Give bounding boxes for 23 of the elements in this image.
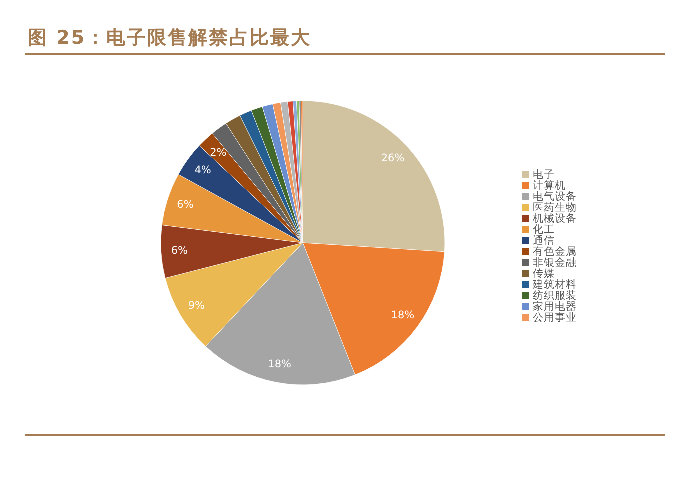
chart-title: 图 25：电子限售解禁占比最大 bbox=[28, 27, 312, 49]
data-label: 9% bbox=[188, 300, 206, 312]
legend-label: 公用事业 bbox=[533, 311, 577, 324]
data-label: 18% bbox=[268, 358, 292, 370]
data-label: 2% bbox=[210, 146, 227, 159]
data-label: 6% bbox=[177, 198, 194, 211]
data-label: 26% bbox=[381, 152, 405, 164]
legend-label: 纺织服装 bbox=[533, 289, 577, 302]
legend-label: 机械设备 bbox=[533, 212, 577, 225]
legend-label: 电子 bbox=[533, 168, 555, 181]
legend-label: 非银金融 bbox=[533, 256, 577, 269]
legend-label: 化工 bbox=[533, 224, 555, 236]
legend-label: 有色金属 bbox=[533, 246, 577, 258]
data-label: 18% bbox=[391, 310, 415, 322]
legend-label: 计算机 bbox=[533, 179, 566, 192]
legend-label: 建筑材料 bbox=[532, 278, 577, 291]
legend-label: 电气设备 bbox=[533, 190, 577, 203]
legend-label: 通信 bbox=[533, 234, 555, 247]
data-label: 6% bbox=[171, 244, 188, 257]
legend-label: 医药生物 bbox=[533, 201, 577, 214]
legend-label: 传媒 bbox=[533, 268, 555, 280]
legend-label: 家用电器 bbox=[533, 300, 577, 313]
data-label: 4% bbox=[194, 164, 212, 176]
